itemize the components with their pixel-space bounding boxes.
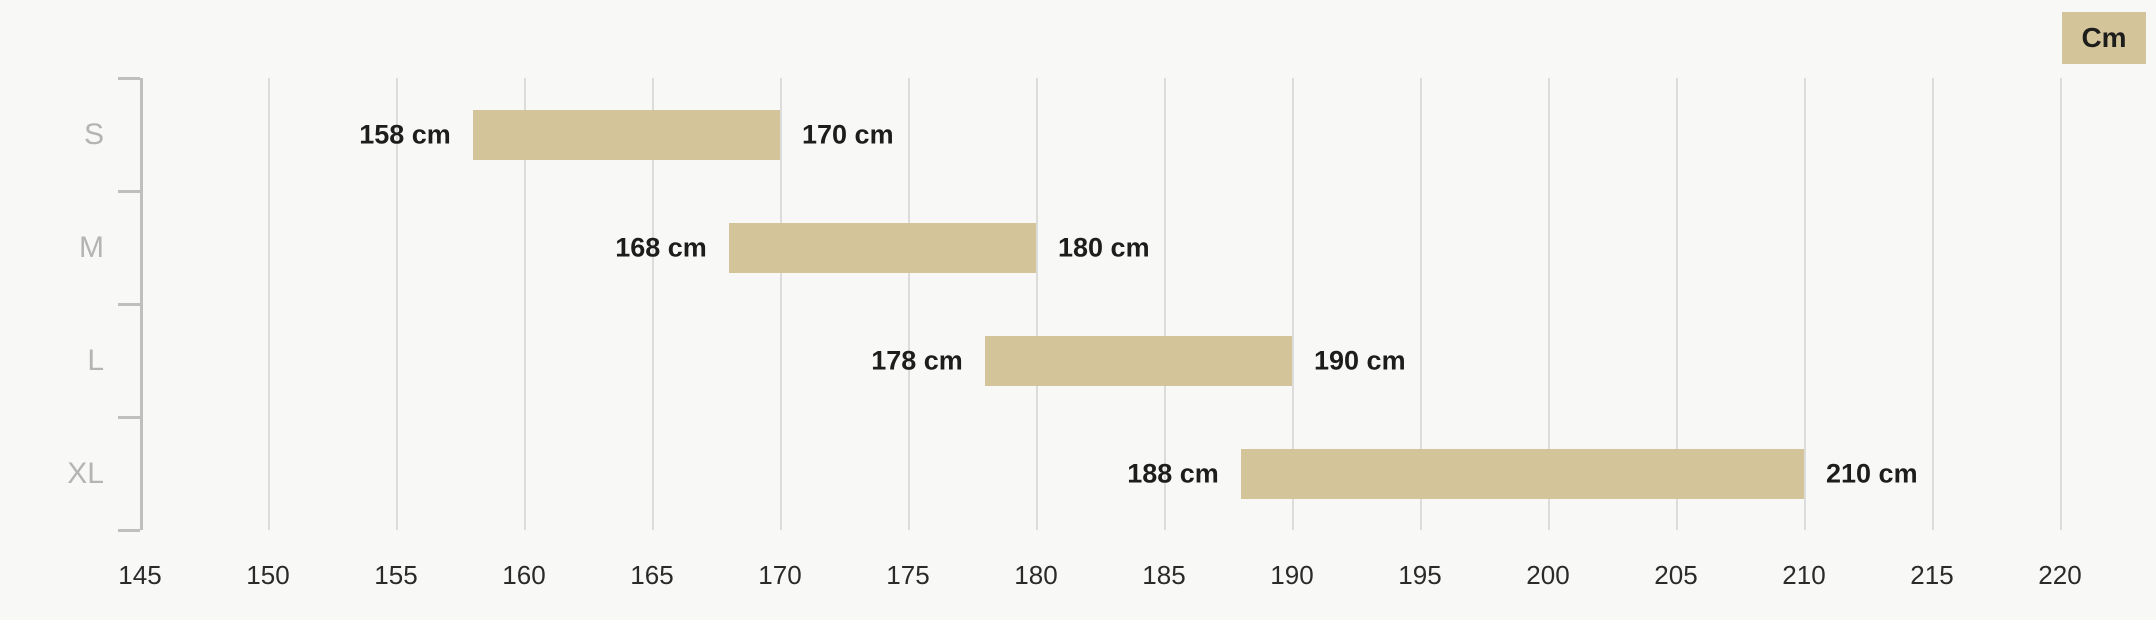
x-tick-label: 145 (118, 560, 161, 591)
x-tick-label: 160 (502, 560, 545, 591)
x-tick-label: 175 (886, 560, 929, 591)
unit-badge: Cm (2062, 12, 2146, 64)
bar-max-label: 170 cm (802, 119, 894, 150)
bar-max-label: 190 cm (1314, 345, 1406, 376)
gridline (1036, 78, 1038, 530)
y-tick (118, 77, 140, 80)
range-bar (1241, 449, 1804, 499)
range-bar (729, 223, 1036, 273)
gridline (908, 78, 910, 530)
y-tick (118, 416, 140, 419)
x-tick-label: 210 (1782, 560, 1825, 591)
y-category-label: L (87, 344, 104, 378)
x-tick-label: 195 (1398, 560, 1441, 591)
gridline (1932, 78, 1934, 530)
x-tick-label: 150 (246, 560, 289, 591)
y-category-label: XL (67, 457, 104, 491)
x-tick-label: 200 (1526, 560, 1569, 591)
x-tick-label: 205 (1654, 560, 1697, 591)
bar-min-label: 178 cm (871, 345, 963, 376)
range-bar (985, 336, 1292, 386)
bar-min-label: 158 cm (359, 119, 451, 150)
x-tick-label: 185 (1142, 560, 1185, 591)
bar-min-label: 168 cm (615, 232, 707, 263)
y-category-label: M (79, 231, 104, 265)
x-tick-label: 155 (374, 560, 417, 591)
range-bar (473, 110, 780, 160)
x-tick-label: 190 (1270, 560, 1313, 591)
x-tick-label: 170 (758, 560, 801, 591)
bar-max-label: 180 cm (1058, 232, 1150, 263)
bar-min-label: 188 cm (1127, 458, 1219, 489)
y-axis-line (140, 78, 143, 530)
x-tick-label: 180 (1014, 560, 1057, 591)
gridline (780, 78, 782, 530)
gridline (268, 78, 270, 530)
x-tick-label: 215 (1910, 560, 1953, 591)
x-tick-label: 165 (630, 560, 673, 591)
y-tick (118, 529, 140, 532)
size-range-chart: Cm 145 150 155 160 165 170 175 180 185 190 195 200 2… (0, 0, 2156, 620)
y-tick (118, 190, 140, 193)
gridline (2060, 78, 2062, 530)
y-category-label: S (84, 118, 104, 152)
x-tick-label: 220 (2038, 560, 2081, 591)
bar-max-label: 210 cm (1826, 458, 1918, 489)
gridline (1804, 78, 1806, 530)
y-tick (118, 303, 140, 306)
